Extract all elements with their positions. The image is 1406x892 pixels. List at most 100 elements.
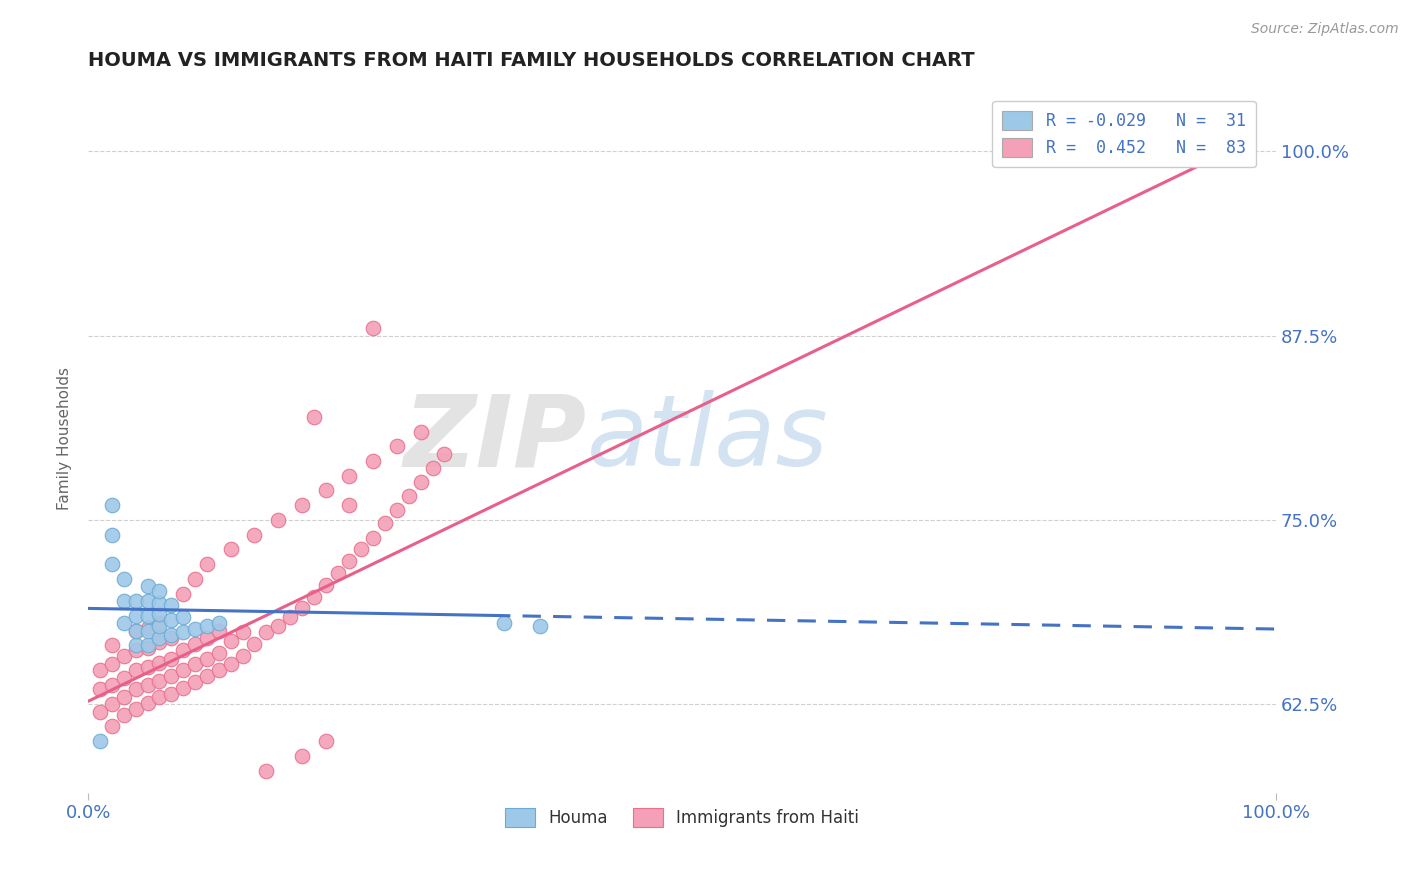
Point (315, 734, 337, 748)
Point (374, 516, 396, 530)
Point (492, 616, 515, 631)
Point (89, 705, 111, 719)
Point (101, 678, 124, 692)
Text: ZIP: ZIP (404, 391, 588, 487)
Point (124, 663, 146, 677)
Point (112, 671, 135, 685)
Point (291, 601, 314, 615)
Point (101, 697, 124, 711)
Point (208, 616, 231, 631)
Point (136, 579, 159, 593)
Point (243, 527, 266, 541)
Point (291, 748, 314, 763)
Point (315, 483, 337, 498)
Point (89, 663, 111, 677)
Point (148, 619, 170, 633)
Point (208, 624, 231, 638)
Point (101, 557, 124, 571)
Point (148, 631, 170, 645)
Point (267, 513, 290, 527)
Point (422, 461, 444, 475)
Point (339, 554, 361, 568)
Point (160, 651, 183, 665)
Point (136, 678, 159, 692)
Point (232, 648, 254, 663)
Point (291, 498, 314, 512)
Point (136, 621, 159, 635)
Point (219, 657, 242, 672)
Point (101, 498, 124, 512)
Point (124, 642, 146, 657)
Point (278, 610, 301, 624)
Point (339, 498, 361, 512)
Point (101, 719, 124, 733)
Point (361, 454, 384, 468)
Point (267, 619, 290, 633)
Point (148, 656, 170, 670)
Point (208, 663, 231, 677)
Point (254, 625, 277, 640)
Point (101, 638, 124, 652)
Point (315, 578, 337, 592)
Text: Source: ZipAtlas.com: Source: ZipAtlas.com (1251, 22, 1399, 37)
Point (172, 642, 194, 657)
Point (184, 622, 207, 636)
Point (350, 542, 373, 557)
Point (101, 657, 124, 672)
Point (148, 595, 170, 609)
Point (148, 635, 170, 649)
Point (160, 613, 183, 627)
Point (124, 701, 146, 715)
Point (195, 631, 218, 645)
Point (361, 321, 384, 335)
Point (112, 594, 135, 608)
Point (1218, 145, 1240, 159)
Point (302, 590, 325, 604)
Point (160, 599, 183, 613)
Point (409, 475, 432, 489)
Point (529, 619, 551, 633)
Point (148, 673, 170, 688)
Y-axis label: Family Households: Family Households (58, 368, 72, 510)
Point (124, 682, 146, 697)
Point (219, 542, 242, 557)
Point (184, 572, 207, 586)
Point (339, 468, 361, 483)
Point (136, 696, 159, 710)
Point (112, 616, 135, 631)
Point (160, 628, 183, 642)
Point (136, 660, 159, 674)
Point (195, 619, 218, 633)
Point (195, 669, 218, 683)
Point (184, 675, 207, 690)
Point (101, 527, 124, 541)
Point (148, 583, 170, 598)
Point (136, 624, 159, 638)
Point (160, 687, 183, 701)
Point (254, 764, 277, 778)
Point (124, 608, 146, 623)
Point (89, 682, 111, 697)
Point (112, 648, 135, 663)
Point (124, 594, 146, 608)
Point (112, 572, 135, 586)
Point (124, 624, 146, 638)
Point (112, 690, 135, 704)
Point (112, 707, 135, 722)
Point (326, 566, 349, 580)
Point (195, 651, 218, 665)
Point (385, 439, 408, 453)
Point (172, 587, 194, 601)
Point (385, 502, 408, 516)
Point (160, 631, 183, 645)
Point (148, 607, 170, 622)
Point (243, 637, 266, 651)
Point (172, 610, 194, 624)
Legend: Houma, Immigrants from Haiti: Houma, Immigrants from Haiti (498, 801, 866, 834)
Point (398, 489, 420, 503)
Point (184, 657, 207, 672)
Point (136, 638, 159, 652)
Point (148, 690, 170, 704)
Point (160, 669, 183, 683)
Text: atlas: atlas (588, 391, 828, 487)
